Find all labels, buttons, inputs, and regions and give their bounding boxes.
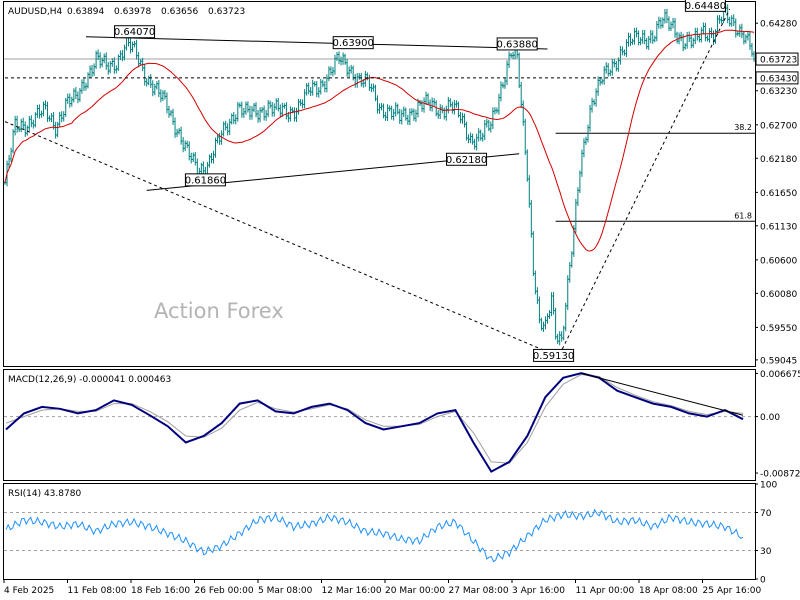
macd-title: MACD(12,26,9) -0.000041 0.000463 xyxy=(8,375,171,385)
price-tick-label: 0.59045 xyxy=(760,356,797,366)
macd-tick-label: 0.00 xyxy=(760,413,780,423)
solid-trendline xyxy=(85,36,548,50)
price-callout-box xyxy=(533,348,575,362)
fibonacci-level-label: 38.2 xyxy=(734,123,752,132)
time-tick-label: 11 Feb 08:00 xyxy=(68,586,127,596)
rsi-line xyxy=(5,508,744,563)
price-callout: 0.62180 xyxy=(446,152,488,166)
time-tick-label: 12 Mar 16:00 xyxy=(322,586,382,596)
time-tick-label: 18 Apr 08:00 xyxy=(639,586,698,596)
price-tick-label: 0.62700 xyxy=(760,121,797,131)
price-callout: 0.64070 xyxy=(114,25,156,39)
price-tick-label: 0.64280 xyxy=(760,20,797,30)
rsi-axis: 100 70 30 0 xyxy=(755,481,777,586)
close-value: 0.63723 xyxy=(208,7,245,17)
price-callout-label: 0.63900 xyxy=(333,38,374,49)
price-tick-label: 0.59550 xyxy=(760,324,797,334)
price-levels: 38.2 61.8 xyxy=(4,58,755,222)
time-tick-label: 18 Feb 16:00 xyxy=(131,586,190,596)
price-callout: 0.61860 xyxy=(184,173,226,187)
price-callout-label: 0.61860 xyxy=(185,175,226,186)
price-callout: 0.63900 xyxy=(332,36,374,50)
price-callout-box xyxy=(184,173,226,187)
time-tick-label: 25 Apr 16:00 xyxy=(703,586,762,596)
price-callout-label: 0.59130 xyxy=(533,351,574,362)
price-tick-label: 0.60080 xyxy=(760,290,797,300)
level-tag xyxy=(755,71,799,85)
macd-axis: 0.006675 0.00 -0.008724 xyxy=(755,370,800,480)
price-callout-box xyxy=(446,152,488,166)
time-axis: 4 Feb 2025 11 Feb 08:00 18 Feb 16:00 26 Feb… xyxy=(3,580,762,596)
price-callout: 0.63880 xyxy=(496,37,538,51)
moving-average-line xyxy=(4,29,755,252)
time-tick-label: 11 Apr 00:00 xyxy=(576,586,635,596)
time-tick-label: 3 Apr 16:00 xyxy=(512,586,565,596)
macd-panel-frame xyxy=(3,369,756,481)
rsi-tick-label: 30 xyxy=(760,547,772,557)
time-tick-label: 4 Feb 2025 xyxy=(4,586,54,596)
price-callout-label: 0.63880 xyxy=(496,39,537,50)
price-callout-label: 0.64070 xyxy=(114,27,155,38)
price-tick-label: 0.61130 xyxy=(760,222,797,232)
price-axis: 0.64280 0.63723 0.63230 0.62700 0.62180 0.616… xyxy=(755,20,799,366)
price-bars xyxy=(3,4,756,346)
price-tick-label: 0.63230 xyxy=(760,87,797,97)
macd-main-line xyxy=(5,372,744,473)
open-value: 0.63894 xyxy=(67,7,104,17)
price-callout-label: 0.62180 xyxy=(446,155,487,166)
rsi-tick-label: 70 xyxy=(760,509,772,519)
price-callout-label: 0.64480 xyxy=(685,1,726,12)
level-tag-label: 0.63430 xyxy=(760,74,797,84)
price-tick-label: 0.60600 xyxy=(760,256,797,266)
rsi-tick-label: 0 xyxy=(760,576,766,586)
price-callout-box xyxy=(684,0,726,12)
current-price-tag-label: 0.63723 xyxy=(760,56,797,66)
current-price-tag xyxy=(755,52,799,66)
price-panel-frame xyxy=(3,1,756,367)
price-tick-label: 0.61650 xyxy=(760,189,797,199)
time-tick-label: 27 Mar 08:00 xyxy=(449,586,509,596)
price-tick-label: 0.62180 xyxy=(760,155,797,165)
time-tick-label: 26 Feb 00:00 xyxy=(195,586,254,596)
macd-tick-label: 0.006675 xyxy=(760,370,800,380)
fibonacci-level-label: 61.8 xyxy=(734,211,752,220)
rsi-panel-frame xyxy=(3,483,756,580)
rsi-title: RSI(14) 43.8780 xyxy=(8,489,81,499)
price-annotations: 0.64070 0.63900 0.63880 0.61860 0.62180 0.591… xyxy=(114,0,726,362)
watermark: Action Forex xyxy=(154,299,284,323)
time-tick-label: 5 Mar 08:00 xyxy=(258,586,313,596)
price-callout-box xyxy=(496,37,538,51)
price-callout-box xyxy=(114,25,156,39)
high-value: 0.63978 xyxy=(114,7,151,17)
price-bar xyxy=(752,51,756,62)
rsi-tick-label: 100 xyxy=(760,481,777,491)
time-tick-label: 20 Mar 00:00 xyxy=(385,586,445,596)
moving-average-group xyxy=(4,29,755,252)
macd-tick-label: -0.008724 xyxy=(760,470,800,480)
dashed-trendline xyxy=(559,8,731,355)
price-callout: 0.59130 xyxy=(533,348,575,362)
price-callout-box xyxy=(332,36,374,50)
macd-lines xyxy=(4,372,755,473)
symbol-label: AUDUSD,H4 xyxy=(8,7,63,17)
macd-divergence-line xyxy=(581,372,744,416)
low-value: 0.63656 xyxy=(161,7,198,17)
rsi-lines xyxy=(4,508,755,563)
price-callout: 0.64480 xyxy=(685,0,726,12)
